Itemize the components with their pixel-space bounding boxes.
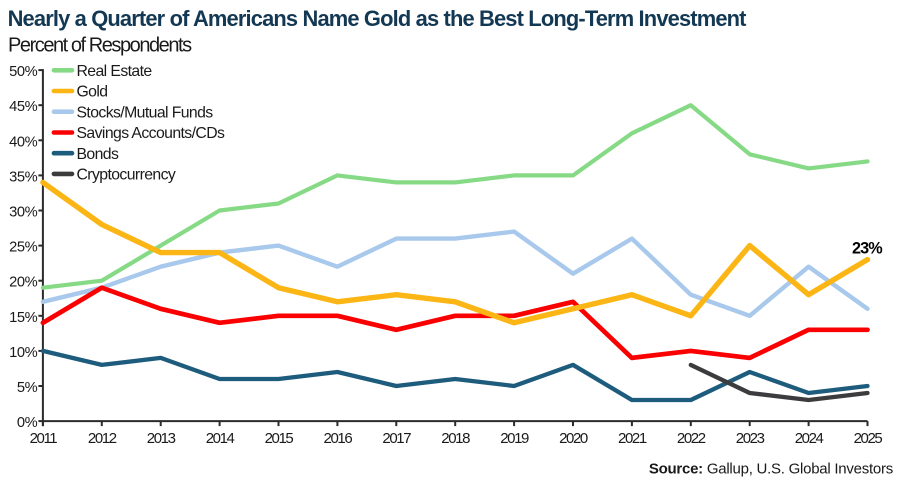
svg-text:30%: 30% (9, 205, 38, 221)
svg-text:2023: 2023 (736, 430, 765, 447)
svg-text:Real Estate: Real Estate (77, 63, 153, 80)
svg-text:2022: 2022 (677, 430, 706, 447)
svg-text:40%: 40% (9, 134, 38, 150)
svg-text:2011: 2011 (30, 430, 58, 447)
svg-text:2020: 2020 (559, 430, 588, 447)
svg-text:Bonds: Bonds (77, 146, 119, 163)
svg-text:2019: 2019 (500, 430, 529, 447)
svg-text:2024: 2024 (795, 430, 824, 447)
svg-text:2013: 2013 (147, 430, 176, 447)
svg-text:Source: Gallup, U.S. Global In: Source: Gallup, U.S. Global Investors (649, 461, 893, 478)
svg-text:35%: 35% (9, 169, 38, 185)
svg-text:15%: 15% (9, 310, 38, 326)
svg-text:Stocks/Mutual Funds: Stocks/Mutual Funds (77, 104, 214, 121)
svg-text:45%: 45% (9, 99, 38, 115)
svg-text:25%: 25% (9, 240, 38, 256)
svg-text:0%: 0% (17, 415, 38, 431)
svg-text:5%: 5% (17, 380, 38, 396)
svg-text:20%: 20% (9, 275, 38, 291)
svg-text:2015: 2015 (265, 430, 294, 447)
svg-text:2025: 2025 (854, 430, 883, 447)
svg-text:10%: 10% (9, 345, 38, 361)
svg-text:2021: 2021 (618, 430, 647, 447)
svg-text:2018: 2018 (441, 430, 470, 447)
svg-text:2012: 2012 (88, 430, 117, 447)
svg-text:2017: 2017 (382, 430, 411, 447)
svg-text:Savings Accounts/CDs: Savings Accounts/CDs (77, 125, 225, 142)
svg-text:Nearly a Quarter of Americans: Nearly a Quarter of Americans Name Gold … (8, 6, 748, 31)
svg-text:Percent of Respondents: Percent of Respondents (8, 35, 192, 57)
svg-text:2016: 2016 (324, 430, 353, 447)
svg-text:Cryptocurrency: Cryptocurrency (77, 167, 176, 184)
svg-text:23%: 23% (852, 240, 882, 258)
svg-text:Gold: Gold (77, 84, 108, 101)
svg-text:50%: 50% (9, 64, 38, 80)
svg-text:2014: 2014 (206, 430, 235, 447)
